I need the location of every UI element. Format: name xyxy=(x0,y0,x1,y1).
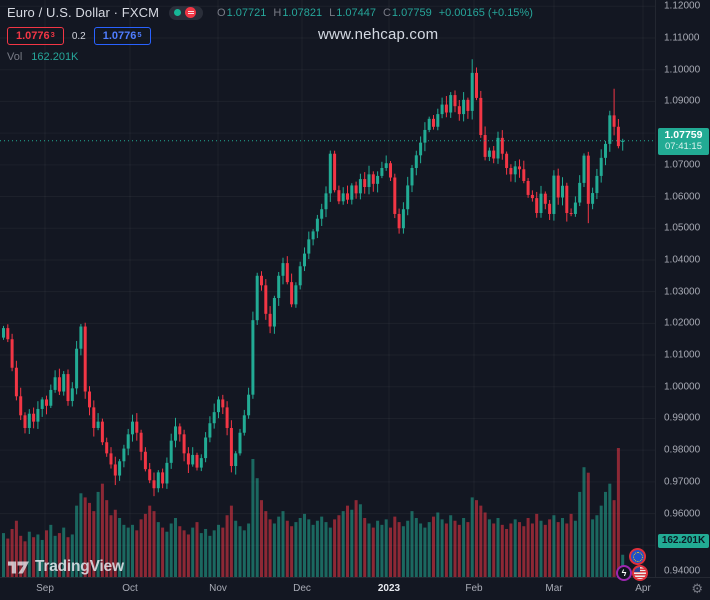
ask-price: 1.0776 xyxy=(102,30,137,42)
bid-pipette: 3 xyxy=(50,29,55,39)
spread-value: 0.2 xyxy=(71,30,86,42)
buy-ask-button[interactable]: 1.0776 5 xyxy=(93,27,151,45)
market-status-pill[interactable] xyxy=(169,5,204,20)
market-open-dot-icon xyxy=(174,9,182,16)
open-value: 1.07721 xyxy=(226,6,267,19)
open-label: O xyxy=(217,6,226,19)
time-tick-label: Dec xyxy=(293,583,311,594)
price-tick-label: 0.99000 xyxy=(664,412,701,424)
eu-flag-event-icon[interactable] xyxy=(629,548,646,565)
price-tick-label: 1.03000 xyxy=(664,286,701,298)
ask-pipette: 5 xyxy=(137,29,142,39)
last-price: 1.07759 xyxy=(664,128,703,141)
price-tick-label: 0.97000 xyxy=(664,476,701,488)
close-label: C xyxy=(382,6,391,19)
symbol-title[interactable]: Euro / U.S. Dollar · FXCM xyxy=(7,5,160,20)
time-tick-label: Nov xyxy=(209,583,227,594)
time-tick-label: Oct xyxy=(122,583,138,594)
close-value: 1.07759 xyxy=(391,6,432,19)
price-axis[interactable]: 1.07759 07:41:15 162.201K 1.12000 1.11000… xyxy=(655,0,710,577)
price-tick-label: 1.06000 xyxy=(664,191,701,203)
watermark-text: www.nehcap.com xyxy=(318,26,439,43)
bid-price: 1.0776 xyxy=(16,30,50,42)
high-value: 1.07821 xyxy=(282,6,323,19)
volume-label: Vol xyxy=(7,51,23,63)
tradingview-logo-text: TradingView xyxy=(35,558,124,575)
high-label: H xyxy=(273,6,282,19)
volume-axis-badge: 162.201K xyxy=(658,533,709,548)
us-canton-icon xyxy=(634,567,640,572)
tradingview-logo[interactable]: TradingView xyxy=(8,558,124,576)
tradingview-mark-icon xyxy=(8,561,29,573)
gear-icon[interactable]: ⚙ xyxy=(691,581,703,596)
price-tick-label: 0.94000 xyxy=(664,565,701,577)
price-tick-label: 1.05000 xyxy=(664,222,701,234)
eu-stars-icon xyxy=(632,551,643,562)
change-value: +0.00165 (+0.15%) xyxy=(438,6,533,19)
last-price-badge: 1.07759 07:41:15 xyxy=(658,127,709,155)
sell-bid-button[interactable]: 1.0776 3 xyxy=(7,27,64,45)
time-axis[interactable]: ⚙ Sep Oct Nov Dec 2023 Feb Mar Apr xyxy=(0,577,710,600)
volume-value: 162.201K xyxy=(31,51,79,63)
time-tick-label: Apr xyxy=(635,583,651,594)
price-tick-label: 1.01000 xyxy=(664,349,701,361)
time-tick-label: Sep xyxy=(36,583,54,594)
lightning-glyph: ϟ xyxy=(621,568,627,578)
price-tick-label: 1.09000 xyxy=(664,95,701,107)
lightning-event-icon[interactable]: ϟ xyxy=(616,565,632,581)
bar-countdown: 07:41:15 xyxy=(665,140,702,152)
low-value: 1.07447 xyxy=(336,6,376,19)
time-tick-label: Feb xyxy=(465,583,483,594)
price-tick-label: 1.12000 xyxy=(664,0,701,12)
chart-legend: Euro / U.S. Dollar · FXCM O 1.07721 H 1.07… xyxy=(7,5,533,63)
us-flag-event-icon[interactable] xyxy=(632,565,648,581)
price-tick-label: 0.96000 xyxy=(664,508,701,520)
price-tick-label: 1.00000 xyxy=(664,381,701,393)
data-mode-icon xyxy=(185,7,197,18)
price-tick-label: 1.07000 xyxy=(664,159,701,171)
time-tick-label: Mar xyxy=(545,583,563,594)
price-tick-label: 1.11000 xyxy=(664,32,700,44)
price-tick-label: 1.10000 xyxy=(664,64,701,76)
price-tick-label: 0.98000 xyxy=(664,444,701,456)
low-label: L xyxy=(329,6,336,19)
ohlc-legend: O 1.07721 H 1.07821 L 1.07447 C 1.07759 +0.0… xyxy=(217,7,533,19)
chart-canvas[interactable] xyxy=(0,0,655,577)
time-tick-label: 2023 xyxy=(377,583,401,594)
price-tick-label: 1.02000 xyxy=(664,317,701,329)
price-tick-label: 1.04000 xyxy=(664,254,701,266)
